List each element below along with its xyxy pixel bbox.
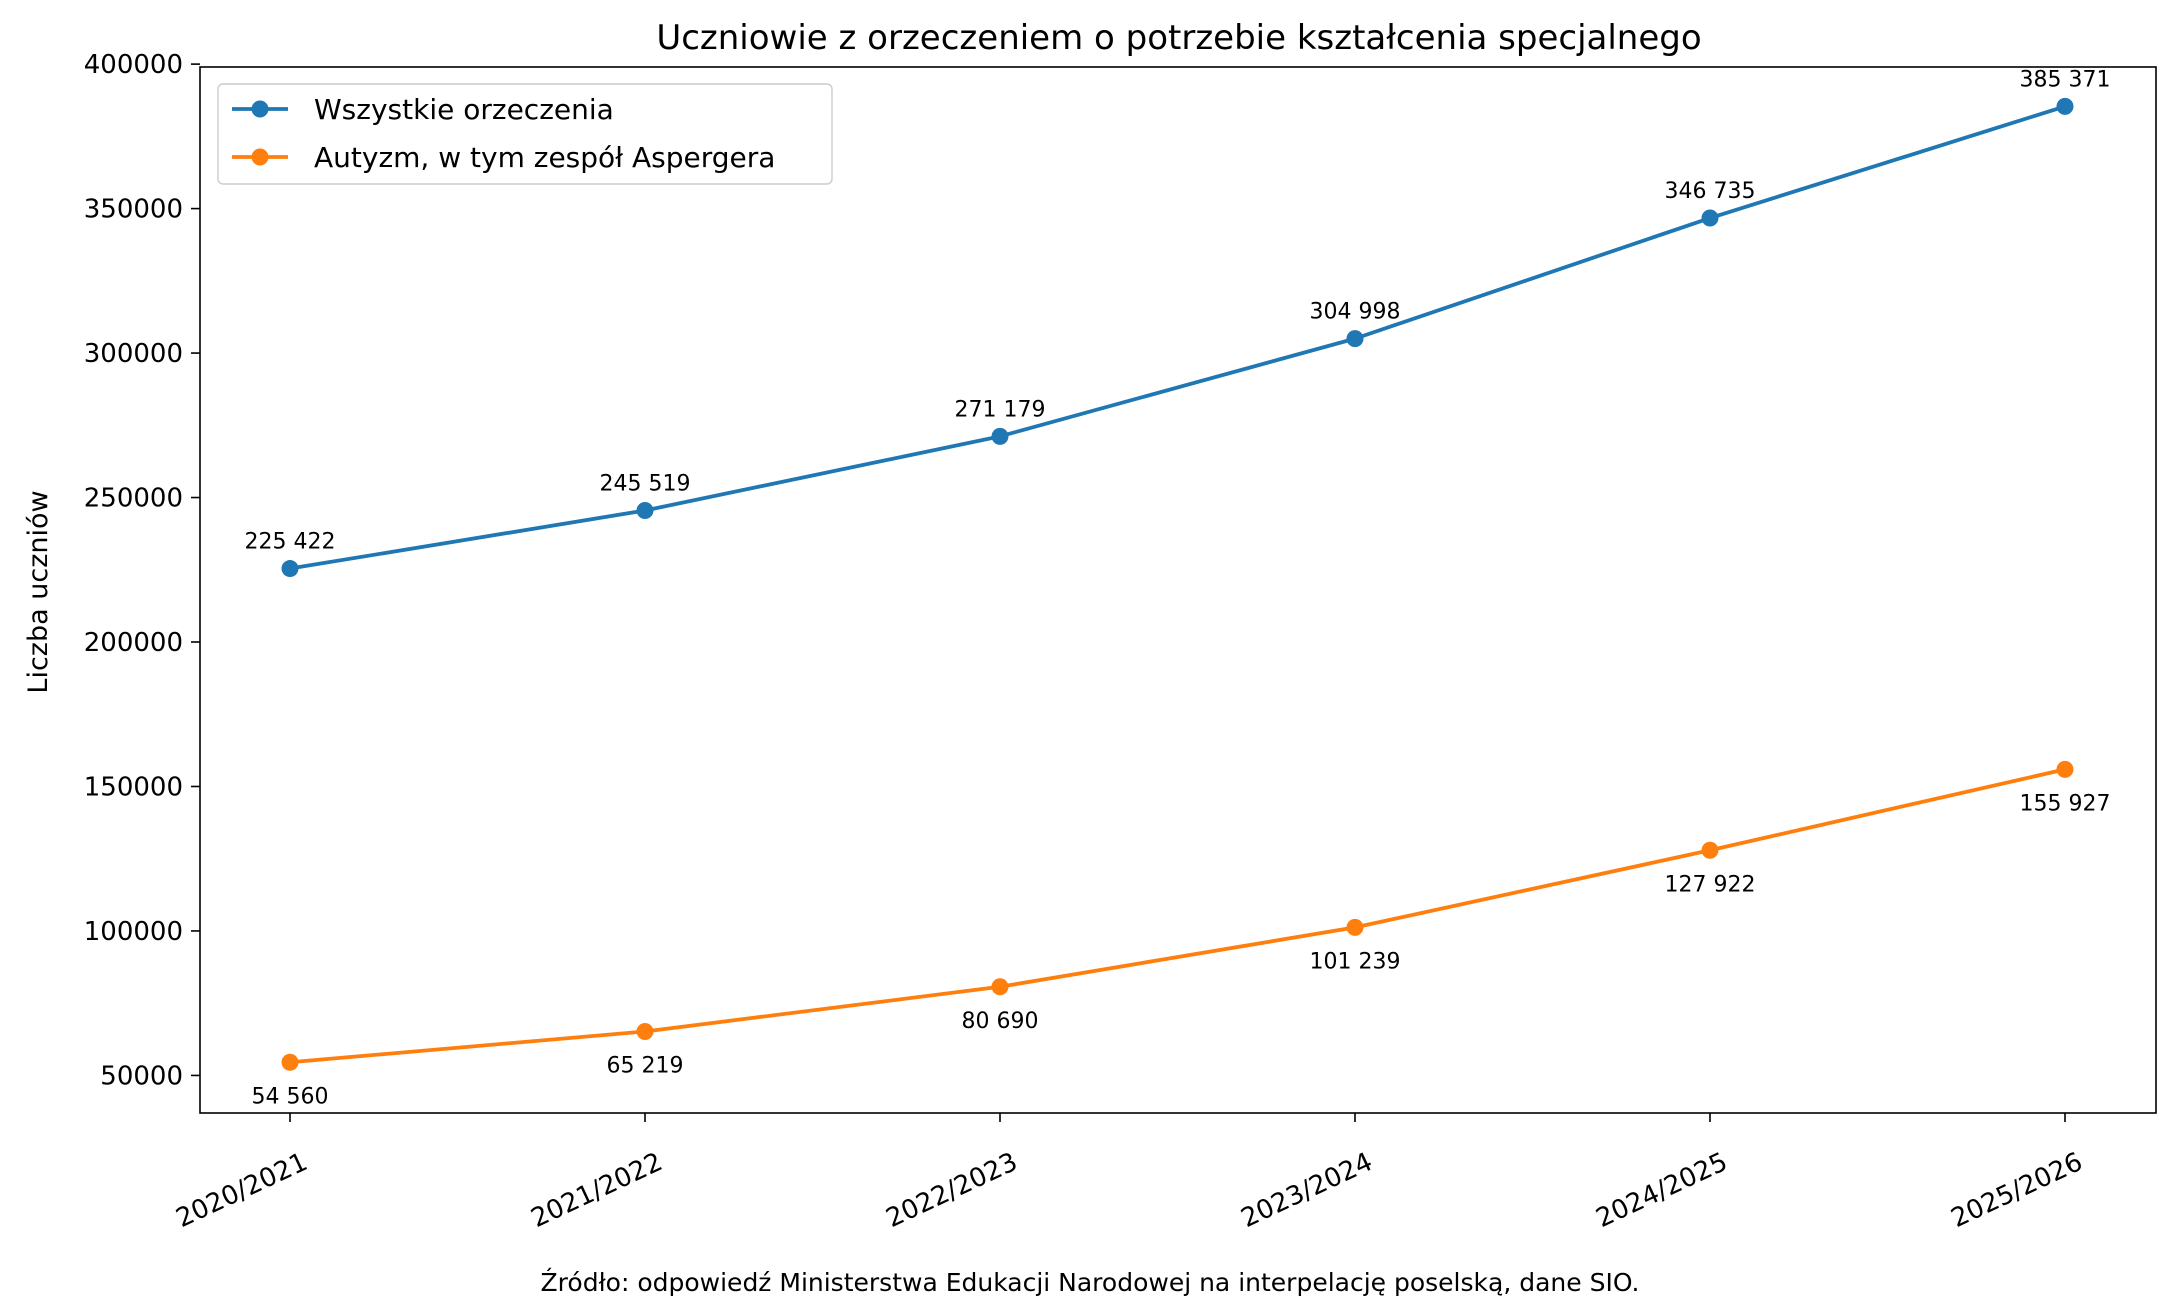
data-label: 65 219 xyxy=(607,1053,684,1078)
data-point xyxy=(991,978,1009,996)
data-point xyxy=(2056,97,2074,115)
y-tick-label: 50000 xyxy=(100,1061,183,1091)
x-tick-label: 2022/2023 xyxy=(882,1147,1023,1234)
data-point xyxy=(1701,841,1719,859)
data-label: 245 519 xyxy=(600,471,691,496)
y-tick-label: 200000 xyxy=(84,628,183,658)
data-label: 127 922 xyxy=(1665,872,1756,897)
data-label: 385 371 xyxy=(2020,67,2111,92)
y-tick-label: 150000 xyxy=(84,772,183,802)
legend: Wszystkie orzeczenia Autyzm, w tym zespół… xyxy=(217,83,833,185)
y-tick-label: 400000 xyxy=(84,50,183,80)
legend-label: Wszystkie orzeczenia xyxy=(314,93,614,126)
data-label: 346 735 xyxy=(1665,179,1756,204)
legend-box xyxy=(217,83,833,185)
series-line xyxy=(289,104,2066,571)
x-tick-label: 2021/2022 xyxy=(527,1147,668,1234)
y-tick-label: 100000 xyxy=(84,917,183,947)
chart-title: Uczniowie z orzeczeniem o potrzebie kszt… xyxy=(656,18,1701,58)
x-tick-label: 2020/2021 xyxy=(172,1147,313,1234)
data-point xyxy=(1701,209,1719,227)
data-label: 101 239 xyxy=(1310,949,1401,974)
legend-marker xyxy=(251,100,269,118)
series-line xyxy=(289,767,2066,1065)
series-2: 54 560 65 219 80 690 101 239 127 922 155 927 xyxy=(252,760,2111,1109)
x-tick-label: 2023/2024 xyxy=(1237,1147,1378,1234)
data-point xyxy=(636,501,654,519)
data-point xyxy=(2056,760,2074,778)
data-point xyxy=(1346,918,1364,936)
plot-area: 50000 100000 150000 200000 250000 300000 35000… xyxy=(84,50,2157,1234)
data-point xyxy=(1346,330,1364,348)
y-tick-label: 250000 xyxy=(84,484,183,514)
data-label: 155 927 xyxy=(2020,791,2111,816)
data-point xyxy=(281,560,299,578)
data-label: 80 690 xyxy=(962,1009,1039,1034)
data-label: 54 560 xyxy=(252,1084,329,1109)
x-tick-label: 2024/2025 xyxy=(1592,1147,1733,1234)
data-label: 225 422 xyxy=(245,530,336,555)
data-point xyxy=(281,1053,299,1071)
data-label: 304 998 xyxy=(1310,300,1401,325)
data-point xyxy=(991,427,1009,445)
y-tick-label: 350000 xyxy=(84,195,183,225)
legend-marker xyxy=(251,148,269,166)
source-note: Źródło: odpowiedź Ministerstwa Edukacji … xyxy=(541,1268,1640,1297)
y-tick-label: 300000 xyxy=(84,339,183,369)
data-point xyxy=(636,1022,654,1040)
x-tick-label: 2025/2026 xyxy=(1947,1147,2088,1234)
y-axis-label: Liczba uczniów xyxy=(23,490,54,693)
data-label: 271 179 xyxy=(955,397,1046,422)
axes-frame xyxy=(199,66,2157,1114)
series-1: 225 422 245 519 271 179 304 998 346 735 385 3… xyxy=(245,67,2111,578)
legend-label: Autyzm, w tym zespół Aspergera xyxy=(314,141,775,174)
